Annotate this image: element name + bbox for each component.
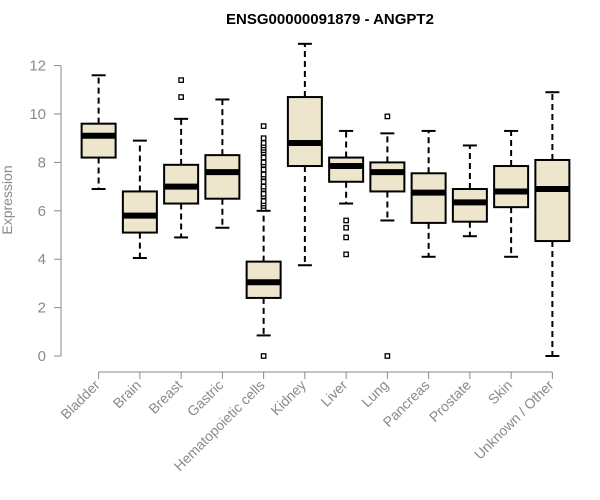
x-tick-label: Kidney xyxy=(267,377,309,419)
box-bladder xyxy=(80,74,117,191)
y-tick-label: 10 xyxy=(29,106,46,123)
outlier-point xyxy=(343,251,349,258)
iqr-box xyxy=(493,165,530,209)
box-lung xyxy=(369,113,406,359)
iqr-box xyxy=(534,158,571,243)
outlier-point xyxy=(260,140,267,146)
x-tick-label: Breast xyxy=(145,377,185,417)
outlier-point xyxy=(260,171,267,178)
box-hematopoietic-cells xyxy=(245,123,282,359)
y-axis: 0 2 4 6 8 10 12 xyxy=(29,58,62,365)
outlier-point xyxy=(260,198,267,204)
outlier-point xyxy=(260,191,267,197)
y-tick-label: 6 xyxy=(38,203,46,220)
outlier-point xyxy=(260,135,267,142)
x-tick-label: Lung xyxy=(358,377,391,410)
y-tick-label: 0 xyxy=(38,348,46,365)
box-kidney xyxy=(286,42,323,267)
outlier-point xyxy=(343,224,349,231)
outlier-point xyxy=(178,77,184,83)
box-breast xyxy=(163,77,200,239)
box-liver xyxy=(328,129,365,258)
iqr-box xyxy=(80,122,117,159)
iqr-box xyxy=(328,156,365,183)
x-tick-label: Prostate xyxy=(426,377,474,425)
outlier-point xyxy=(178,94,184,100)
y-tick-label: 4 xyxy=(38,251,46,268)
x-tick-label: Bladder xyxy=(57,377,103,423)
iqr-box xyxy=(410,172,447,224)
x-tick-label: Brain xyxy=(110,377,144,411)
box-prostate xyxy=(451,144,488,238)
chart-title: ENSG00000091879 - ANGPT2 xyxy=(226,11,434,28)
iqr-box xyxy=(121,190,158,234)
box-pancreas xyxy=(410,129,447,258)
y-tick-label: 12 xyxy=(29,58,46,75)
outlier-point xyxy=(384,353,391,359)
outlier-point xyxy=(260,159,267,166)
outlier-point xyxy=(260,123,267,129)
outlier-point xyxy=(260,166,267,173)
outlier-point xyxy=(260,154,267,161)
outlier-point xyxy=(260,353,267,359)
box-gastric xyxy=(204,98,241,229)
y-tick-label: 8 xyxy=(38,154,46,171)
y-axis-label: Expression xyxy=(0,165,15,234)
outlier-point xyxy=(260,178,267,185)
box-unknown-other xyxy=(534,91,571,357)
x-tick-label: Liver xyxy=(317,377,350,410)
iqr-box xyxy=(204,154,241,200)
outlier-point xyxy=(343,217,349,224)
box-skin xyxy=(493,129,530,258)
iqr-box xyxy=(451,188,488,223)
box-brain xyxy=(121,139,158,259)
outlier-point xyxy=(384,113,391,120)
outlier-point xyxy=(343,234,349,241)
iqr-box xyxy=(286,96,323,168)
iqr-box xyxy=(369,161,406,193)
outlier-point xyxy=(260,183,267,190)
box-series xyxy=(80,42,571,359)
x-tick-label: Skin xyxy=(485,377,516,408)
y-tick-label: 2 xyxy=(38,300,46,317)
